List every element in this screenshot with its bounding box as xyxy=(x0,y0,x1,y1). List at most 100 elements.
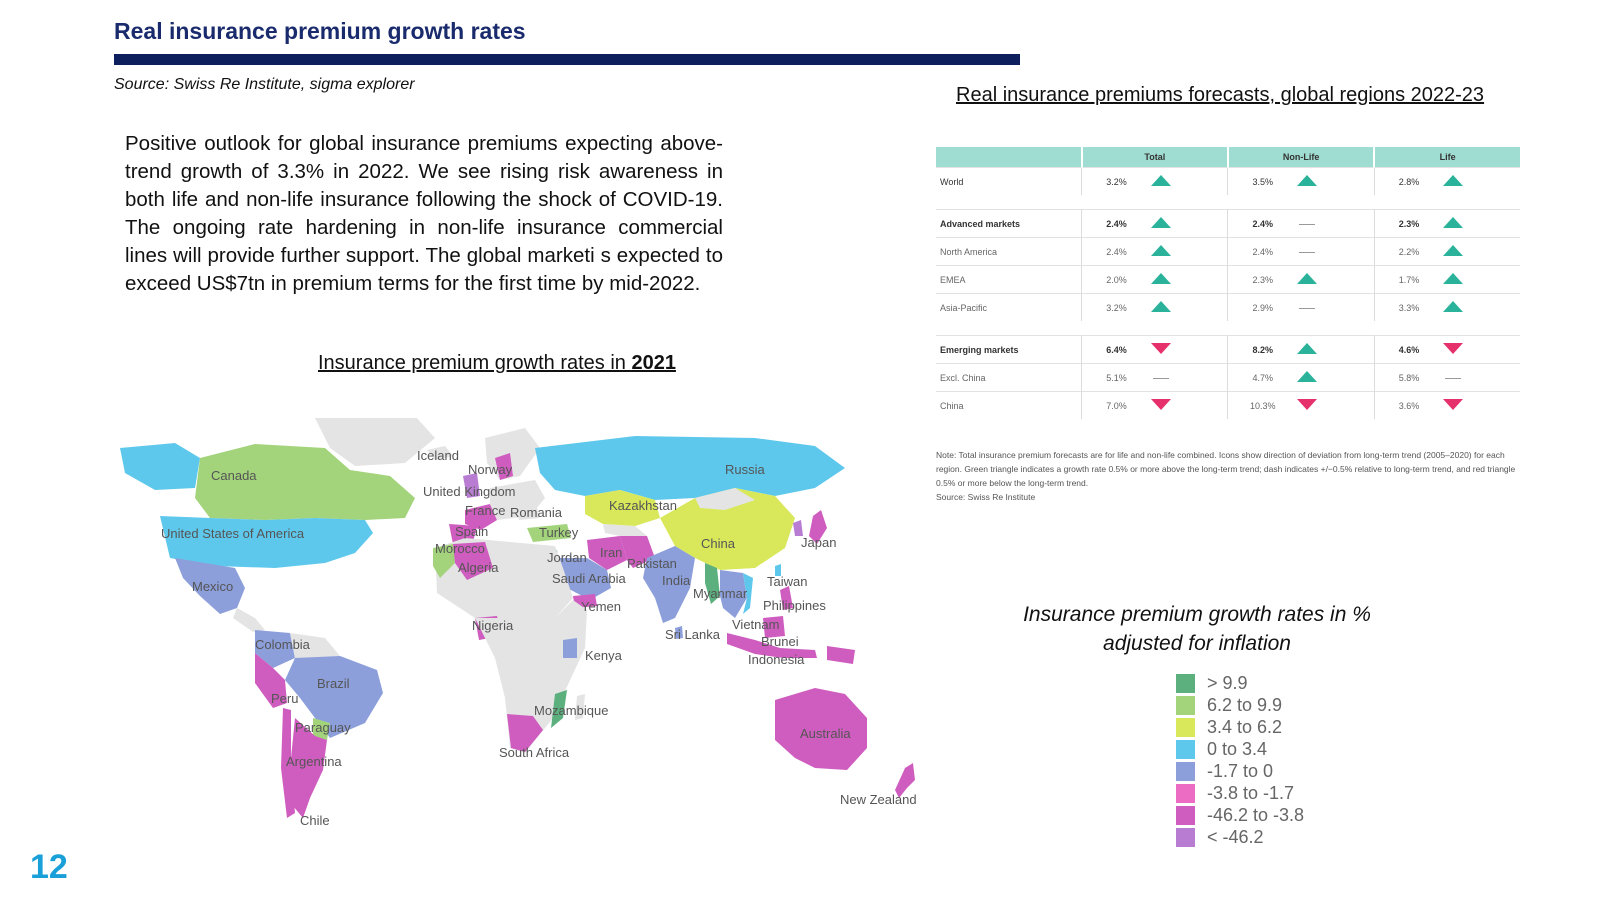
region-mongolia xyxy=(695,488,755,510)
region-name-cell: Advanced markets xyxy=(936,209,1083,238)
table-row: Emerging markets 6.4% 8.2% 4.6% xyxy=(936,335,1520,364)
table-row: World 3.2% 3.5% 2.8% xyxy=(936,167,1520,195)
map-label-peru: Peru xyxy=(271,691,298,706)
header-cell-total: Total xyxy=(1080,147,1228,168)
life-trend-up-triangle-icon xyxy=(1443,217,1464,228)
total-trend-up-triangle-icon xyxy=(1150,273,1171,284)
map-label-philippines: Philippines xyxy=(763,598,826,613)
legend-title: Insurance premium growth rates in % adju… xyxy=(1012,600,1382,658)
map-label-russia: Russia xyxy=(725,462,766,477)
total-value-cell: 2.4% xyxy=(1081,209,1151,238)
region-name-cell: Excl. China xyxy=(936,363,1083,392)
legend-swatch xyxy=(1176,717,1195,737)
region-usa xyxy=(160,516,373,568)
table-row: Advanced markets 2.4% 2.4% 2.3% xyxy=(936,209,1520,238)
legend-label: 6.2 to 9.9 xyxy=(1207,694,1283,715)
region-china xyxy=(660,488,795,570)
map-label-taiwan: Taiwan xyxy=(767,574,807,589)
life-trend-cell xyxy=(1443,335,1520,364)
region-kenya xyxy=(563,638,577,658)
nonlife-trend-up-triangle-icon xyxy=(1297,273,1318,284)
region-argentina xyxy=(290,718,327,818)
total-value-cell: 6.4% xyxy=(1081,335,1151,364)
total-value-cell: 2.0% xyxy=(1081,265,1151,294)
legend-swatch xyxy=(1176,739,1195,759)
region-russia xyxy=(535,436,845,500)
map-title: Insurance premium growth rates in 2021 xyxy=(318,352,676,375)
life-value-cell: 3.6% xyxy=(1374,391,1444,419)
region-morocco xyxy=(433,544,455,578)
region-name-cell: North America xyxy=(936,237,1083,266)
legend-item: 6.2 to 9.9 xyxy=(1176,694,1304,716)
nonlife-trend-up-triangle-icon xyxy=(1297,175,1318,186)
region-name-cell: Emerging markets xyxy=(936,335,1083,364)
table-note-source: Source: Swiss Re Institute xyxy=(936,492,1036,502)
life-value-cell: 4.6% xyxy=(1374,335,1444,364)
total-trend-down-triangle-icon xyxy=(1150,343,1171,354)
nonlife-trend-dash-icon xyxy=(1299,307,1316,309)
nonlife-trend-cell xyxy=(1297,363,1375,392)
nonlife-trend-cell xyxy=(1297,237,1375,266)
map-label-kenya: Kenya xyxy=(585,648,623,663)
region-pakistan xyxy=(620,536,655,568)
region-sri-lanka xyxy=(675,626,683,639)
map-label-turkey: Turkey xyxy=(539,525,579,540)
map-label-spain: Spain xyxy=(455,524,488,539)
map-label-argentina: Argentina xyxy=(286,754,342,769)
map-label-brunei: Brunei xyxy=(761,634,799,649)
life-trend-down-triangle-icon xyxy=(1443,343,1464,354)
region-romania xyxy=(517,506,539,520)
nonlife-value-cell: 10.3% xyxy=(1227,391,1298,419)
region-paraguay xyxy=(313,718,330,740)
legend-label: 0 to 3.4 xyxy=(1207,738,1268,759)
region-alaska xyxy=(120,443,200,490)
region-mexico xyxy=(175,558,245,614)
map-label-india: India xyxy=(662,573,691,588)
nonlife-trend-cell xyxy=(1297,167,1375,195)
region-iran xyxy=(587,536,627,570)
legend-item: -46.2 to -3.8 xyxy=(1176,804,1304,826)
life-value-cell: 2.8% xyxy=(1374,167,1444,195)
nonlife-trend-dash-icon xyxy=(1299,251,1316,253)
total-value-cell: 3.2% xyxy=(1081,293,1151,321)
map-label-south-africa: South Africa xyxy=(499,745,570,760)
table-spacer-row xyxy=(936,321,1520,336)
total-trend-up-triangle-icon xyxy=(1150,217,1171,228)
legend-label: 3.4 to 6.2 xyxy=(1207,716,1283,737)
region-norway xyxy=(495,453,513,480)
life-trend-cell xyxy=(1443,167,1520,195)
total-trend-cell xyxy=(1150,237,1229,266)
life-trend-down-triangle-icon xyxy=(1443,399,1464,410)
map-label-jordan: Jordan xyxy=(547,550,587,565)
world-map: Iceland Norway United Kingdom France Romania… xyxy=(120,418,917,828)
nonlife-trend-up-triangle-icon xyxy=(1297,371,1318,382)
region-peru xyxy=(255,653,287,708)
nonlife-trend-cell xyxy=(1297,391,1375,419)
life-value-cell: 2.3% xyxy=(1374,209,1444,238)
nonlife-value-cell: 2.9% xyxy=(1227,293,1298,321)
region-saudi-arabia xyxy=(555,558,611,600)
map-label-morocco: Morocco xyxy=(435,541,485,556)
life-trend-cell xyxy=(1443,265,1520,294)
legend-item: -1.7 to 0 xyxy=(1176,760,1304,782)
life-trend-up-triangle-icon xyxy=(1443,245,1464,256)
table-row: China 7.0% 10.3% 3.6% xyxy=(936,391,1520,419)
region-new-zealand xyxy=(895,763,915,798)
map-label-indonesia: Indonesia xyxy=(748,652,805,667)
total-trend-down-triangle-icon xyxy=(1150,399,1171,410)
total-trend-cell xyxy=(1150,209,1229,238)
life-trend-up-triangle-icon xyxy=(1443,273,1464,284)
table-row: Asia-Pacific 3.2% 2.9% 3.3% xyxy=(936,293,1520,321)
region-canada xyxy=(195,444,415,520)
map-title-year: 2021 xyxy=(631,352,676,374)
map-label-brazil: Brazil xyxy=(317,676,350,691)
region-south-africa xyxy=(507,714,543,752)
total-trend-cell xyxy=(1150,391,1229,419)
legend-item: > 9.9 xyxy=(1176,672,1304,694)
legend-label: > 9.9 xyxy=(1207,672,1248,693)
map-label-paraguay: Paraguay xyxy=(295,720,351,735)
nonlife-trend-cell xyxy=(1297,335,1375,364)
region-korea xyxy=(793,520,803,536)
nonlife-value-cell: 3.5% xyxy=(1227,167,1298,195)
legend-swatch xyxy=(1176,673,1195,693)
